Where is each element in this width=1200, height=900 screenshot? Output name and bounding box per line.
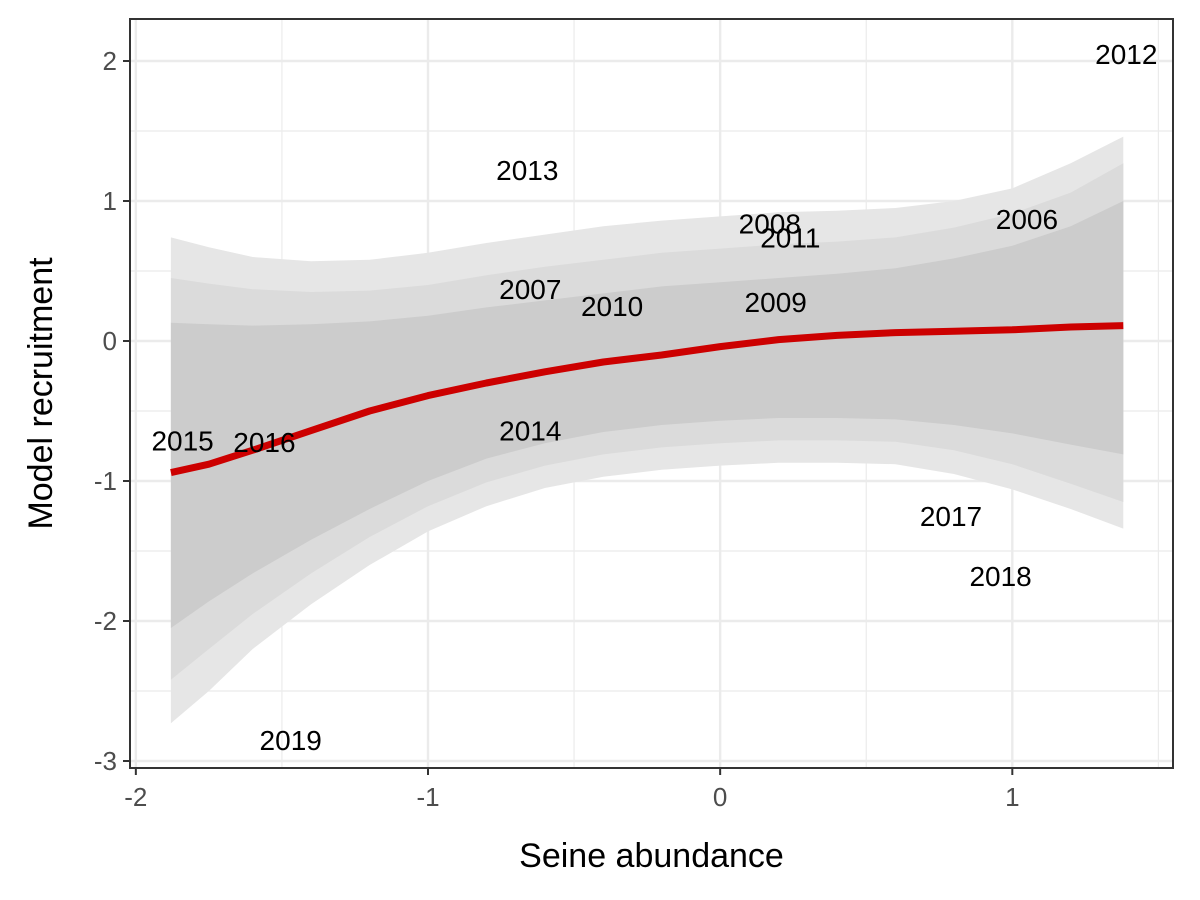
fit-line xyxy=(170,322,1124,477)
y-tick-label: -1 xyxy=(94,466,117,496)
point-label-2019: 2019 xyxy=(260,725,322,756)
y-tick-label: -3 xyxy=(94,746,117,776)
point-label-2011: 2011 xyxy=(760,222,820,253)
point-label-2015: 2015 xyxy=(151,425,213,456)
x-tick-label: 0 xyxy=(713,782,727,812)
point-label-2014: 2014 xyxy=(499,416,561,447)
point-label-2012: 2012 xyxy=(1095,39,1157,70)
point-label-2008: 2008 xyxy=(739,208,801,239)
y-tick-label: 0 xyxy=(103,326,117,356)
point-label-2013: 2013 xyxy=(496,155,558,186)
x-tick-label: 1 xyxy=(1005,782,1019,812)
year-labels: 2006 2007 2008 2009 2010 2011 2012 2013 2014 2015… xyxy=(151,39,1157,756)
point-label-2009: 2009 xyxy=(745,287,807,318)
point-label-2007: 2007 xyxy=(499,274,561,305)
x-tick-label: -1 xyxy=(416,782,439,812)
y-tick-label: -2 xyxy=(94,606,117,636)
fit-line-group xyxy=(170,322,1124,477)
y-tick-label: 2 xyxy=(103,46,117,76)
y-tick-label: 1 xyxy=(103,186,117,216)
confidence-bands xyxy=(170,136,1124,724)
point-label-2016: 2016 xyxy=(233,427,295,458)
point-label-2018: 2018 xyxy=(969,561,1031,592)
confidence-band-inner xyxy=(170,201,1124,628)
plot-border xyxy=(129,18,1174,769)
y-axis-title: Model recruitment xyxy=(22,257,60,530)
point-label-2006: 2006 xyxy=(996,204,1058,235)
x-axis-title: Seine abundance xyxy=(519,837,784,875)
point-label-2010: 2010 xyxy=(581,291,643,322)
point-label-2017: 2017 xyxy=(920,501,982,532)
x-tick-label: -2 xyxy=(124,782,147,812)
